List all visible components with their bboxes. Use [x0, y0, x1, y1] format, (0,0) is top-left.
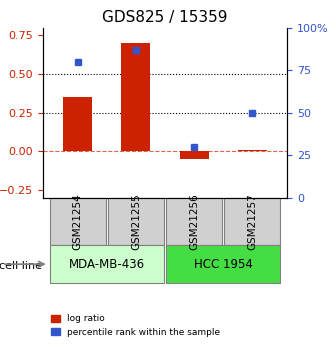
FancyBboxPatch shape — [50, 245, 164, 283]
Bar — [238, 150, 267, 151]
FancyBboxPatch shape — [166, 245, 280, 283]
Bar — [180, 151, 209, 159]
FancyBboxPatch shape — [50, 198, 106, 245]
FancyBboxPatch shape — [108, 198, 164, 245]
FancyBboxPatch shape — [224, 198, 280, 245]
Text: cell line: cell line — [0, 261, 42, 271]
Text: GSM21257: GSM21257 — [247, 193, 257, 249]
Title: GDS825 / 15359: GDS825 / 15359 — [102, 10, 228, 25]
Text: GSM21256: GSM21256 — [189, 193, 199, 249]
Legend: log ratio, percentile rank within the sample: log ratio, percentile rank within the sa… — [48, 311, 224, 341]
Text: GSM21254: GSM21254 — [73, 193, 83, 249]
FancyBboxPatch shape — [166, 198, 222, 245]
Text: GSM21255: GSM21255 — [131, 193, 141, 249]
Bar — [121, 43, 150, 151]
Text: MDA-MB-436: MDA-MB-436 — [69, 258, 145, 271]
Bar — [63, 97, 92, 151]
Text: HCC 1954: HCC 1954 — [194, 258, 252, 271]
